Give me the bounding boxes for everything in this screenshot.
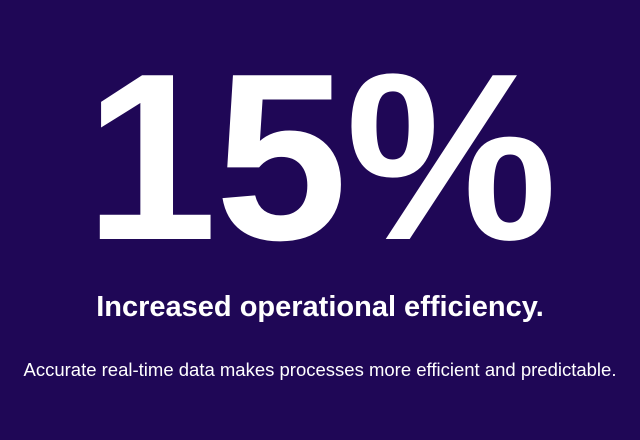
description: Accurate real-time data makes processes …: [23, 359, 617, 380]
headline: Increased operational efficiency.: [96, 291, 544, 323]
stat-value: 15%: [84, 25, 557, 290]
